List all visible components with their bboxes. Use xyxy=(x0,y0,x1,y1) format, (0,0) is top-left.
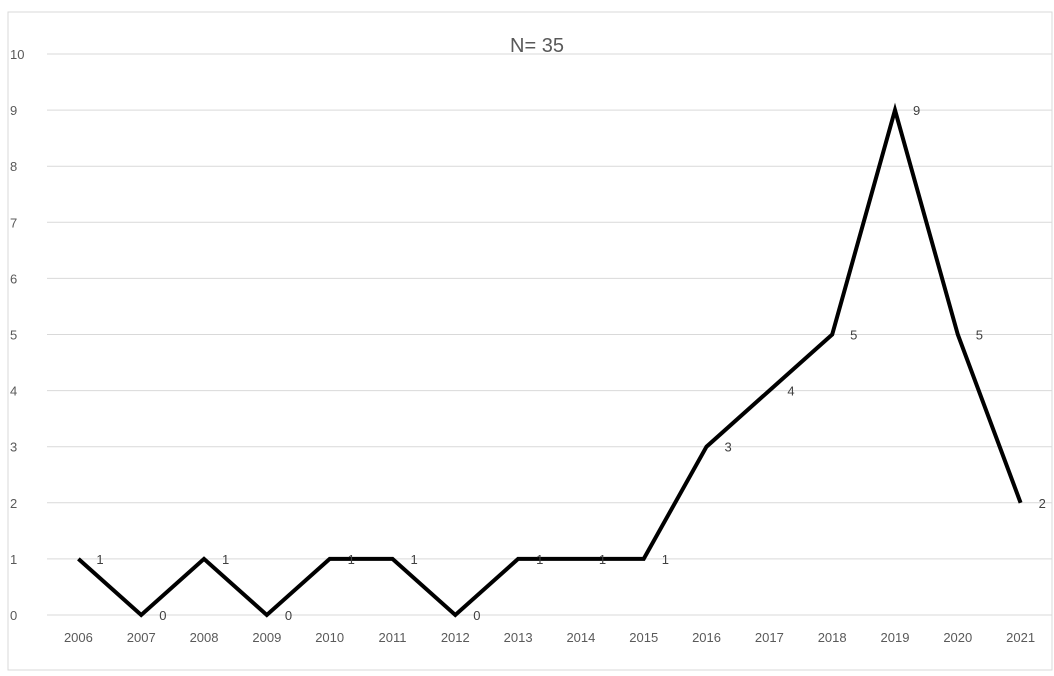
series-group xyxy=(77,102,1023,618)
data-label: 1 xyxy=(222,552,229,567)
y-tick-label: 2 xyxy=(10,496,17,511)
x-tick-label: 2007 xyxy=(127,630,156,645)
y-tick-label: 9 xyxy=(10,103,17,118)
x-tick-label: 2013 xyxy=(504,630,533,645)
x-tick-label: 2012 xyxy=(441,630,470,645)
x-tick-label: 2017 xyxy=(755,630,784,645)
x-tick-label: 2008 xyxy=(190,630,219,645)
gridlines xyxy=(47,53,1052,616)
data-label: 5 xyxy=(976,328,983,343)
data-label: 0 xyxy=(473,608,480,623)
x-tick-label: 2010 xyxy=(315,630,344,645)
y-tick-label: 6 xyxy=(10,271,17,286)
y-tick-label: 7 xyxy=(10,215,17,230)
y-axis-ticks: 0 1 2 3 4 5 6 7 8 9 10 xyxy=(10,47,24,623)
data-label: 5 xyxy=(850,328,857,343)
y-tick-label: 0 xyxy=(10,608,17,623)
series-line xyxy=(77,102,1023,618)
x-tick-label: 2006 xyxy=(64,630,93,645)
x-axis-ticks: 2006 2007 2008 2009 2010 2011 2012 2013 2014 2015… xyxy=(64,630,1035,645)
x-tick-label: 2018 xyxy=(818,630,847,645)
chart-title: N= 35 xyxy=(510,35,564,57)
y-tick-label: 1 xyxy=(10,552,17,567)
x-tick-label: 2011 xyxy=(378,630,406,645)
data-label: 4 xyxy=(787,384,794,399)
data-labels: 1 0 1 0 1 1 0 1 1 1 3 4 5 9 5 2 xyxy=(96,103,1045,623)
x-tick-label: 2020 xyxy=(943,630,972,645)
x-tick-label: 2016 xyxy=(692,630,721,645)
x-tick-label: 2009 xyxy=(252,630,281,645)
data-label: 1 xyxy=(536,552,543,567)
y-tick-label: 8 xyxy=(10,159,17,174)
data-label: 9 xyxy=(913,103,920,118)
data-label: 1 xyxy=(348,552,355,567)
data-label: 0 xyxy=(285,608,292,623)
y-tick-label: 10 xyxy=(10,47,24,62)
data-label: 1 xyxy=(410,552,417,567)
y-tick-label: 4 xyxy=(10,384,17,399)
x-tick-label: 2019 xyxy=(881,630,910,645)
data-label: 3 xyxy=(725,440,732,455)
y-tick-label: 3 xyxy=(10,440,17,455)
data-label: 1 xyxy=(662,552,669,567)
x-tick-label: 2021 xyxy=(1006,630,1035,645)
data-label: 0 xyxy=(159,608,166,623)
y-tick-label: 5 xyxy=(10,328,17,343)
x-tick-label: 2015 xyxy=(629,630,658,645)
data-label: 2 xyxy=(1039,496,1046,511)
data-label: 1 xyxy=(599,552,606,567)
data-label: 1 xyxy=(96,552,103,567)
x-tick-label: 2014 xyxy=(566,630,595,645)
